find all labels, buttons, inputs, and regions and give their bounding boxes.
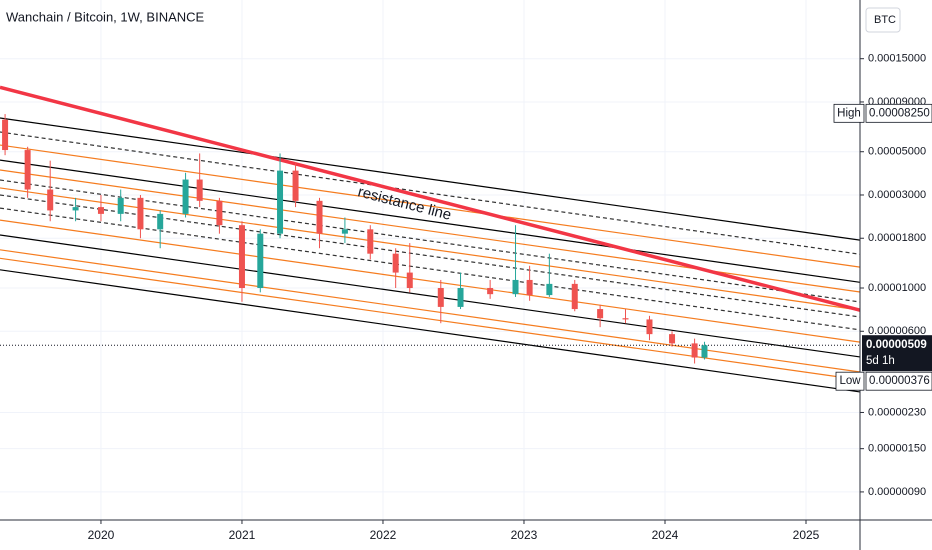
candle-body [512, 279, 519, 295]
candle-body [24, 150, 31, 190]
trendline [0, 207, 861, 331]
y-tick-label: 0.00000230 [868, 406, 926, 418]
candle-body [72, 207, 79, 211]
last-price-box [862, 335, 932, 372]
candle-body [622, 318, 629, 320]
y-tick-label: 0.00000090 [868, 486, 926, 498]
candle-body [392, 253, 399, 273]
candle-body [546, 283, 553, 296]
high_marker-value: 0.00008250 [869, 107, 930, 119]
candle-body [137, 197, 144, 230]
candle-body [238, 225, 245, 289]
candle-body [47, 189, 54, 211]
low_marker-value: 0.00000376 [869, 375, 930, 387]
candle-body [526, 279, 533, 296]
candle-body [316, 200, 323, 234]
last-price-value: 0.00000509 [866, 339, 927, 351]
labels: 0.000150000.000090000.000050000.00003000… [88, 53, 932, 542]
candle-body [216, 200, 223, 226]
trendline [0, 194, 861, 318]
y-tick-label: 0.00001800 [868, 232, 926, 244]
chart-title: Wanchain / Bitcoin, 1W, BINANCE [6, 9, 205, 24]
y-tick-label: 0.00003000 [868, 189, 926, 201]
trendline [0, 249, 861, 373]
candle-body [457, 288, 464, 307]
candle-body [97, 207, 104, 214]
candle-body [691, 343, 698, 358]
trendline [0, 219, 861, 343]
trendline [0, 169, 861, 293]
candle-body [571, 283, 578, 310]
y-tick-label: 0.00001000 [868, 282, 926, 294]
candle-body [117, 197, 124, 214]
trendline [0, 159, 861, 283]
time-axis-bg [0, 520, 932, 550]
last-price-countdown: 5d 1h [866, 355, 895, 367]
x-tick-label: 2020 [88, 528, 115, 542]
candle-body [182, 179, 189, 214]
trendlines: resistance line [0, 85, 861, 393]
candles [2, 114, 708, 364]
price-axis-bg [860, 0, 932, 550]
trendline [0, 269, 861, 393]
currency-box[interactable] [865, 7, 901, 33]
y-tick-label: 0.00000150 [868, 443, 926, 455]
y-tick-label: 0.00005000 [868, 146, 926, 158]
candle-body [646, 319, 653, 335]
grid [0, 0, 860, 520]
trendline [0, 234, 861, 358]
trendline [0, 117, 861, 241]
low_marker-label-box [835, 371, 865, 391]
candle-body [669, 334, 676, 344]
candle-body [196, 179, 203, 201]
low_marker-value-box [865, 371, 932, 391]
x-tick-label: 2021 [229, 528, 256, 542]
candle-body [277, 170, 284, 234]
candle-body [701, 345, 708, 358]
high_marker-label-box [833, 103, 865, 123]
candle-body [257, 233, 264, 289]
high_marker-label: High [837, 107, 861, 119]
trendline [0, 131, 861, 255]
y-tick-label: 0.00000600 [868, 325, 926, 337]
x-tick-label: 2022 [370, 528, 397, 542]
low_marker-label: Low [839, 375, 861, 387]
candle-body [437, 288, 444, 307]
candle-body [157, 213, 164, 230]
high_marker-value-box [865, 103, 932, 123]
x-tick-label: 2025 [793, 528, 820, 542]
candle-body [367, 229, 374, 254]
y-tick-label: 0.00015000 [868, 53, 926, 65]
candle-body [597, 309, 604, 319]
trendline [0, 144, 861, 268]
currency-label[interactable]: BTC [874, 14, 896, 26]
x-tick-label: 2024 [652, 528, 679, 542]
candle-body [341, 229, 348, 234]
trendline [0, 257, 861, 381]
x-tick-label: 2023 [511, 528, 538, 542]
candle-body [2, 119, 9, 151]
candle-body [292, 170, 299, 201]
candle-body [487, 288, 494, 295]
trendline [0, 179, 861, 303]
trendline [0, 85, 861, 312]
candle-body [406, 272, 413, 289]
